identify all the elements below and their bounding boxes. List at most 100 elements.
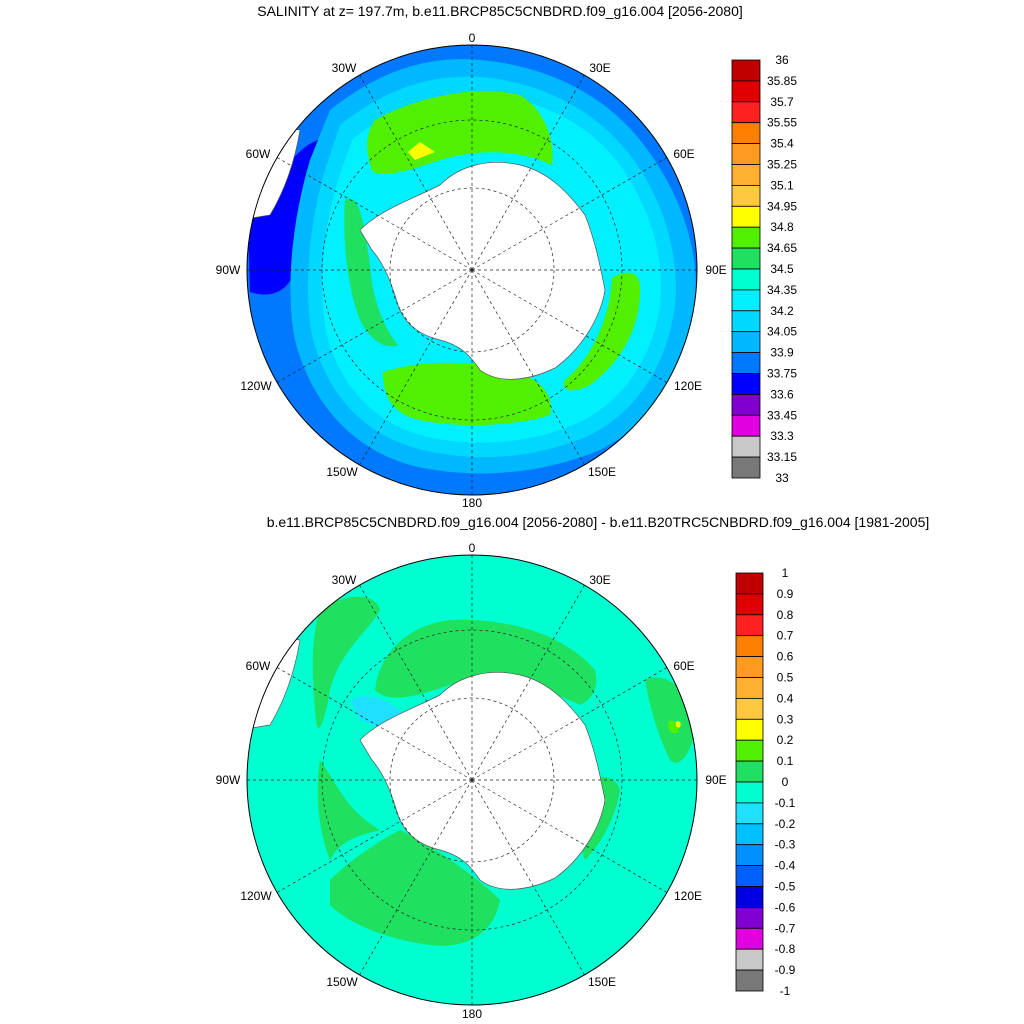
lon-label: 90W [216, 263, 241, 277]
diff-0.3-spot [675, 721, 681, 728]
colorbar-swatch [731, 247, 761, 270]
colorbar-swatch [731, 414, 761, 437]
colorbar-label: 0.1 [777, 754, 794, 768]
colorbar-swatch [735, 907, 764, 929]
lon-label: 30E [589, 61, 610, 75]
lon-label: 0 [469, 541, 476, 555]
colorbar-label: 0.3 [777, 712, 794, 726]
colorbar-swatch [731, 59, 761, 82]
lon-label: 150W [326, 975, 358, 989]
lon-label: 60W [246, 147, 271, 161]
difference-map: 0 30E 60E 90E 120E 150E 180 150W 120W 90… [216, 541, 796, 1021]
colorbar-label: 34.35 [767, 283, 797, 297]
colorbar-label: 33.3 [770, 429, 794, 443]
colorbar-label: 0.7 [777, 629, 794, 643]
lon-label: 90W [216, 773, 241, 787]
colorbar-label: 35.1 [770, 178, 794, 192]
diff-0.1-south [330, 830, 500, 946]
colorbar-swatch [735, 844, 764, 867]
lon-label: 60E [673, 659, 694, 673]
colorbar-swatch [731, 122, 761, 144]
colorbar-label: 35.7 [770, 95, 794, 109]
colorbar-swatch [731, 310, 761, 333]
colorbar-label: 1 [782, 566, 789, 580]
colorbar-label: 35.4 [770, 137, 794, 151]
colorbar-label: 33.15 [767, 450, 797, 464]
colorbar-label: 0.4 [777, 691, 794, 705]
colorbar-label: 34.5 [770, 262, 794, 276]
colorbar-label: 33.75 [767, 367, 797, 381]
colorbar-label: 0.6 [777, 650, 794, 664]
colorbar-label: 35.85 [767, 74, 797, 88]
colorbar-swatch [735, 760, 764, 783]
lon-label: 30E [589, 573, 610, 587]
lon-label: 120W [240, 379, 272, 393]
colorbar-label: 33.45 [767, 408, 797, 422]
colorbar-label: 34.8 [770, 220, 794, 234]
lon-label: 120E [674, 889, 702, 903]
lon-label: 90E [705, 263, 726, 277]
colorbar-swatch [731, 101, 761, 124]
lon-label: 150E [588, 465, 616, 479]
antarctica [359, 162, 606, 380]
band-34.5-west [344, 198, 398, 347]
colorbar-swatch [735, 635, 764, 658]
patch-34.95 [408, 142, 435, 160]
colorbar-label: 35.25 [767, 158, 797, 172]
lon-label: 0 [469, 31, 476, 45]
panel-2-title: b.e11.BRCP85C5CNBDRD.f09_g16.004 [2056-2… [266, 514, 930, 530]
colorbar-swatch [735, 572, 764, 595]
colorbar-2: 1 0.9 0.8 0.7 0.6 0.5 0.4 0.3 0.2 0.1 0 -0.1 -0.2 -0.… [735, 566, 796, 998]
colorbar-label: 0.9 [777, 587, 794, 601]
colorbar-label: 34.95 [767, 199, 797, 213]
colorbar-swatch [731, 80, 761, 103]
lon-label: 90E [705, 773, 726, 787]
lon-label: 120W [240, 889, 272, 903]
colorbar-swatch [735, 656, 764, 678]
colorbar-label: -0.2 [775, 817, 796, 831]
colorbar-swatch [735, 614, 764, 637]
colorbar-label: -0.4 [775, 859, 796, 873]
colorbar-label: 33.9 [770, 346, 794, 360]
colorbar-swatch [731, 373, 761, 395]
colorbar-label: 0.8 [777, 608, 794, 622]
map-2-border [246, 554, 698, 1006]
colorbar-label: 0.5 [777, 671, 794, 685]
colorbar-swatch [731, 164, 761, 186]
colorbar-1: 36 35.85 35.7 35.55 35.4 35.25 35.1 34.95 34.8 34… [731, 53, 797, 485]
colorbar-label: 33 [775, 471, 789, 485]
colorbar-label: 34.05 [767, 325, 797, 339]
colorbar-swatch [731, 268, 761, 291]
colorbar-swatch [735, 886, 764, 908]
colorbar-swatch [731, 184, 761, 207]
colorbar-label: -0.1 [775, 796, 796, 810]
diff-0.1-southwest [317, 760, 380, 860]
colorbar-swatch [731, 393, 761, 416]
colorbar-swatch [735, 781, 764, 804]
lon-label: 180 [462, 496, 482, 510]
lon-label: 150W [326, 465, 358, 479]
colorbar-label: 34.65 [767, 241, 797, 255]
colorbar-label: -0.9 [775, 963, 796, 977]
colorbar-swatch [735, 677, 764, 699]
lon-label: 150E [588, 975, 616, 989]
diff-0.1-west [312, 596, 380, 729]
colorbar-swatch [731, 143, 761, 165]
colorbar-swatch [735, 739, 764, 762]
colorbar-swatch [735, 927, 764, 950]
lon-label: 30W [332, 573, 357, 587]
colorbar-swatch [731, 205, 761, 228]
colorbar-label: 0 [782, 775, 789, 789]
colorbar-swatch [735, 802, 764, 825]
map-1-border [246, 44, 698, 496]
antarctica [359, 672, 606, 890]
lon-label: 120E [674, 379, 702, 393]
colorbar-swatch [735, 593, 764, 616]
colorbar-swatch [731, 435, 761, 458]
lon-label: 180 [462, 1007, 482, 1021]
colorbar-swatch [731, 352, 761, 374]
colorbar-swatch [735, 948, 764, 971]
colorbar-label: 33.6 [770, 387, 794, 401]
lon-label: 60W [246, 659, 271, 673]
colorbar-label: -0.7 [775, 921, 796, 935]
